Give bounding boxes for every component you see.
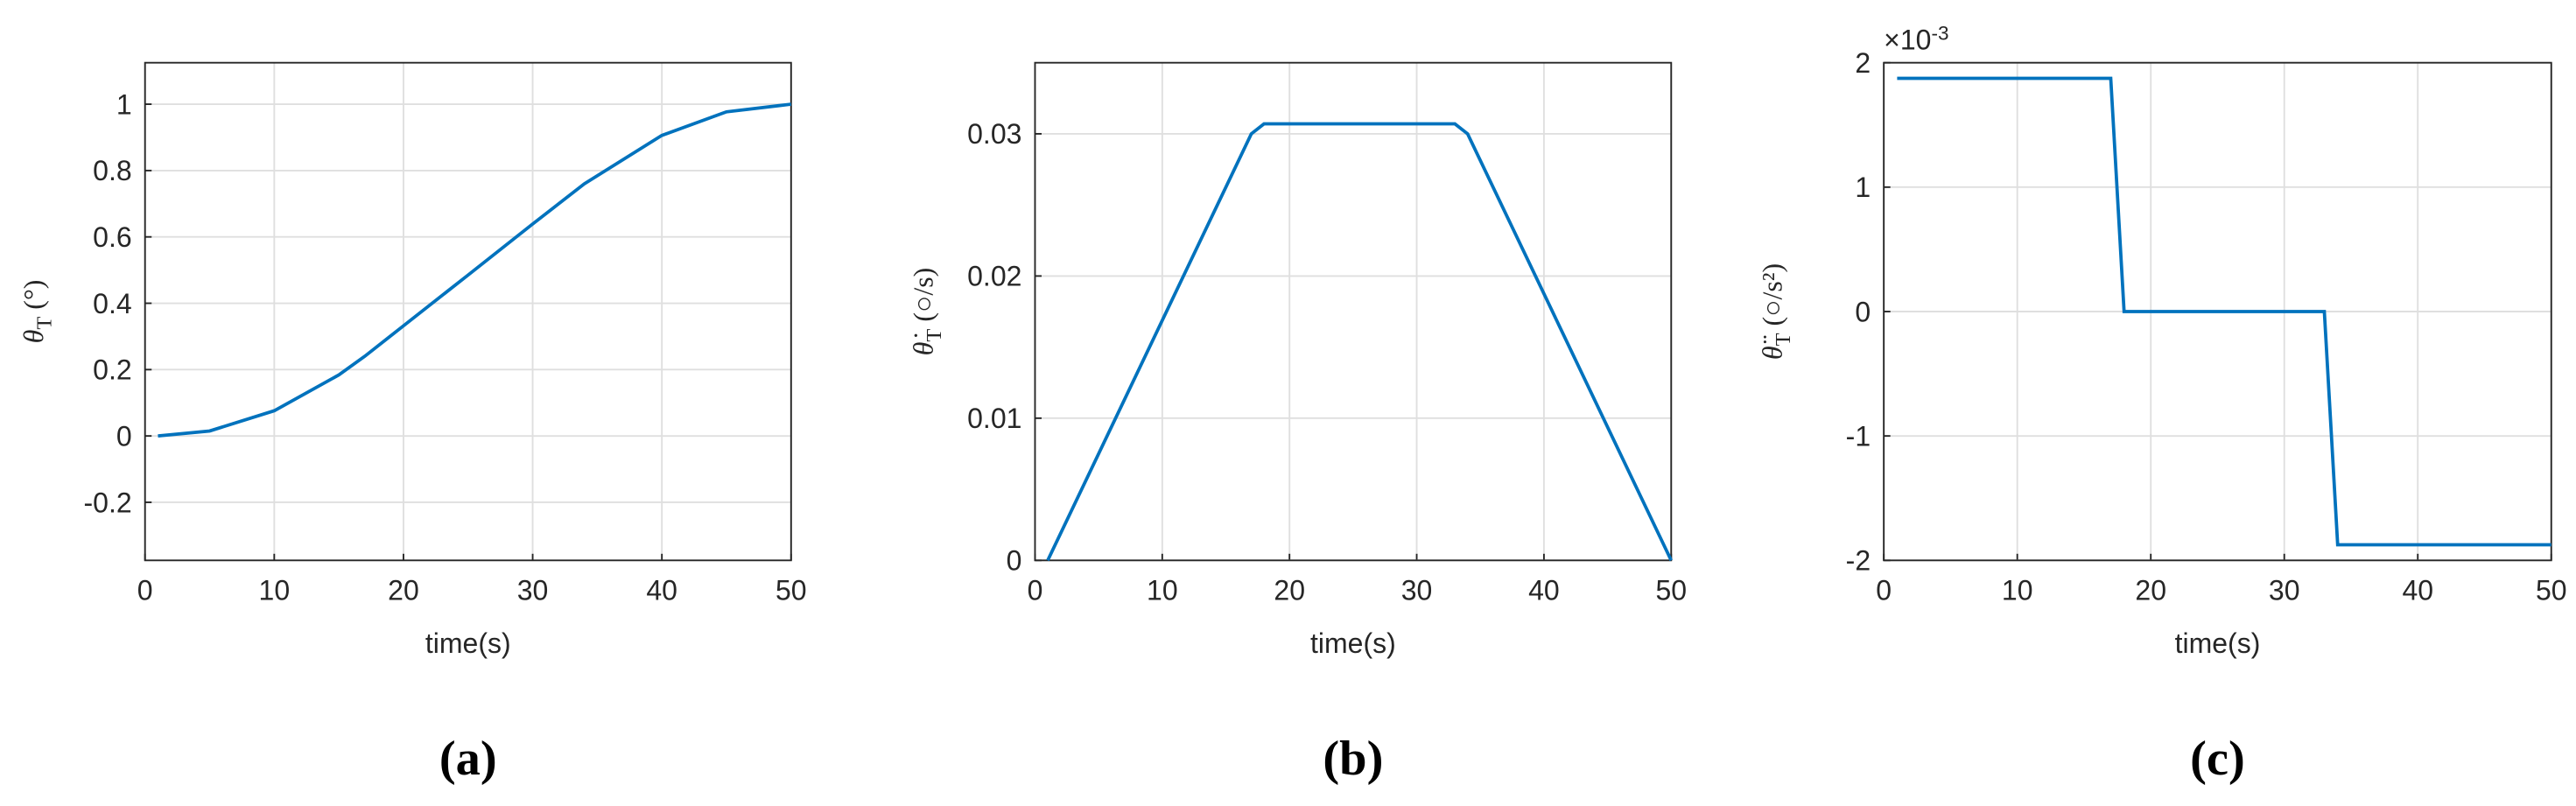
axes-box xyxy=(1883,61,2552,562)
y-label-unit: (○/s²) xyxy=(1756,263,1787,333)
y-tick-label: 0.6 xyxy=(93,221,131,253)
y-axis-label: θT (°) xyxy=(18,280,56,344)
x-tick-label: 40 xyxy=(646,575,677,606)
y-tick-label: 0.2 xyxy=(93,354,131,386)
x-tick-label: 40 xyxy=(2402,575,2433,606)
plot-area xyxy=(1035,62,1672,561)
y-tick-label: -2 xyxy=(1846,545,1871,577)
x-tick-label: 30 xyxy=(1401,575,1433,606)
y-tick-label: 2 xyxy=(1855,47,1871,79)
x-axis-label: time(s) xyxy=(2175,627,2261,659)
x-tick-label: 30 xyxy=(517,575,549,606)
multiplier-exponent: -3 xyxy=(1931,22,1948,44)
data-line xyxy=(1897,76,2551,547)
y-label-subscript: T xyxy=(1772,333,1795,346)
x-tick-label: 50 xyxy=(776,575,807,606)
panel-label: (b) xyxy=(1323,732,1383,786)
y-multiplier: ×10-3 xyxy=(1884,22,1948,55)
x-tick-label: 20 xyxy=(1274,575,1305,606)
y-label-symbol: θ xyxy=(18,330,49,344)
axes-box xyxy=(144,61,792,562)
y-tick-label: 0.03 xyxy=(967,118,1021,150)
y-label-unit: (°) xyxy=(18,280,49,317)
y-tick-label: 1 xyxy=(1855,172,1871,203)
subplot: 0 10 20 30 40 50 0 0.01 0.02 0.03 time(s) θ̇T (○/s)… xyxy=(908,61,1687,786)
y-label-subscript: T xyxy=(32,317,56,330)
x-axis-label: time(s) xyxy=(1310,627,1396,659)
y-tick-label: 0 xyxy=(1855,296,1871,327)
data-line xyxy=(1046,122,1673,562)
subplot: 0 10 20 30 40 50 -2 -1 0 1 2 time(s) θ̈T (○/s²) ×10-3… xyxy=(1756,22,2566,786)
plot-area xyxy=(144,62,791,561)
x-tick-label: 30 xyxy=(2269,575,2300,606)
subplot: 0 10 20 30 40 50 -0.2 0 0.2 0.4 0.6 0.8 1 time(s) θT (… xyxy=(18,61,807,786)
axes-box xyxy=(1034,61,1673,562)
x-tick-label: 50 xyxy=(1655,575,1687,606)
x-tick-label: 10 xyxy=(2002,575,2033,606)
y-tick-label: 0.4 xyxy=(93,288,131,319)
x-tick-label: 20 xyxy=(2135,575,2166,606)
y-label-unit: (○/s) xyxy=(908,268,939,329)
panel-label: (a) xyxy=(439,732,497,786)
x-tick-label: 10 xyxy=(1147,575,1178,606)
y-tick-label: 0.01 xyxy=(967,403,1021,434)
y-axis-label: θ̈T (○/s²) xyxy=(1756,263,1794,360)
y-tick-label: -0.2 xyxy=(83,487,131,518)
x-tick-label: 50 xyxy=(2536,575,2567,606)
y-axis-label: θ̇T (○/s) xyxy=(908,268,946,356)
y-label-subscript: T xyxy=(923,329,946,342)
y-tick-label: 0 xyxy=(1007,545,1022,577)
x-tick-label: 40 xyxy=(1528,575,1560,606)
x-tick-label: 0 xyxy=(1876,575,1892,606)
x-axis-label: time(s) xyxy=(425,627,511,659)
panel-label: (c) xyxy=(2190,732,2245,786)
x-tick-label: 20 xyxy=(388,575,419,606)
y-tick-label: -1 xyxy=(1846,420,1871,452)
y-tick-label: 0.02 xyxy=(967,261,1021,292)
data-line xyxy=(158,102,792,438)
x-tick-label: 0 xyxy=(137,575,153,606)
y-tick-label: 1 xyxy=(116,88,132,120)
y-tick-label: 0.8 xyxy=(93,155,131,186)
x-tick-label: 0 xyxy=(1028,575,1043,606)
multiplier-base: ×10 xyxy=(1884,25,1931,56)
x-tick-label: 10 xyxy=(259,575,291,606)
y-tick-label: 0 xyxy=(116,420,132,452)
